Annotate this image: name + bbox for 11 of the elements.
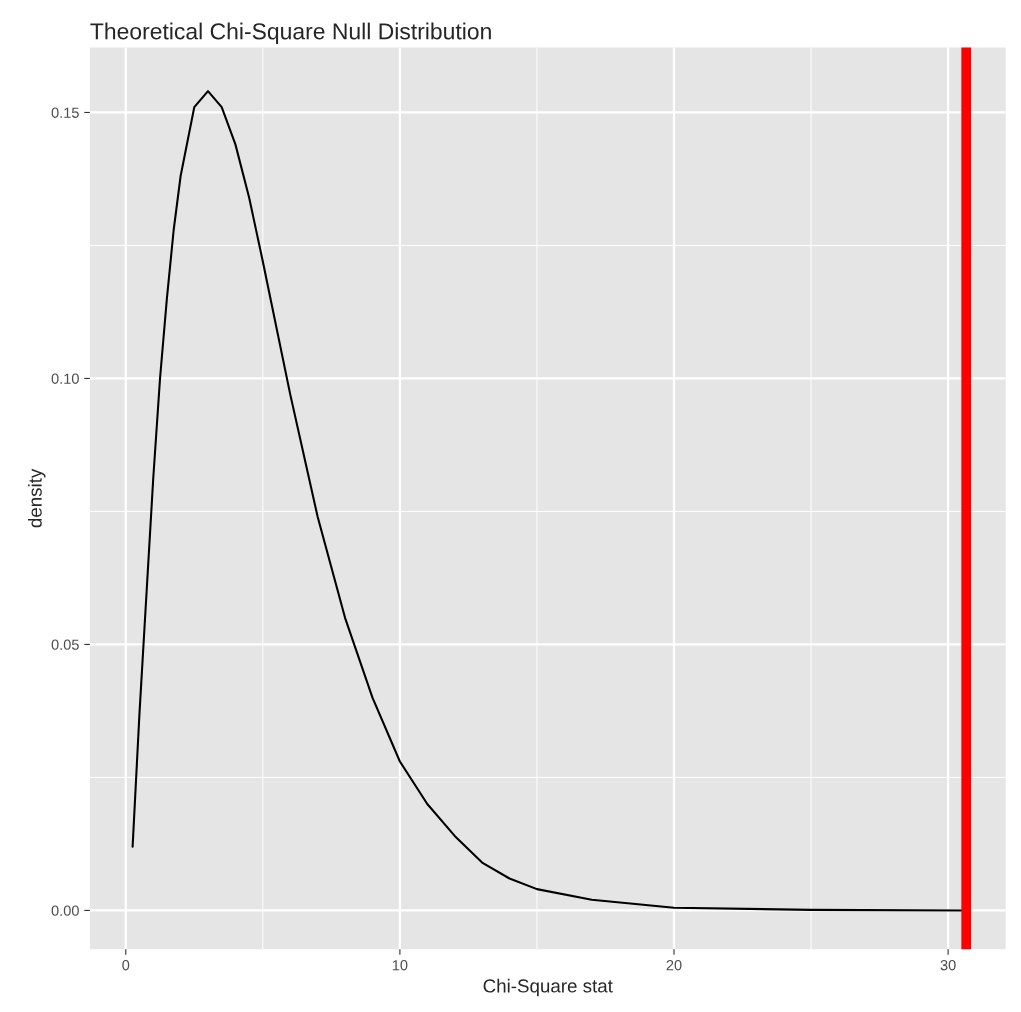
x-axis-title: Chi-Square stat bbox=[483, 978, 613, 997]
x-tick-label: 30 bbox=[940, 960, 956, 971]
y-tick-label: 0.15 bbox=[51, 107, 79, 118]
y-tick-label: 0.05 bbox=[51, 639, 79, 650]
x-tick-label: 10 bbox=[392, 960, 408, 971]
y-tick-label: 0.10 bbox=[51, 373, 79, 384]
y-axis-title: density bbox=[28, 468, 46, 528]
x-tick-label: 20 bbox=[666, 960, 682, 971]
chart-title: Theoretical Chi-Square Null Distribution bbox=[90, 22, 491, 44]
y-tick-label: 0.00 bbox=[51, 905, 79, 916]
x-tick-label: 0 bbox=[122, 960, 130, 971]
